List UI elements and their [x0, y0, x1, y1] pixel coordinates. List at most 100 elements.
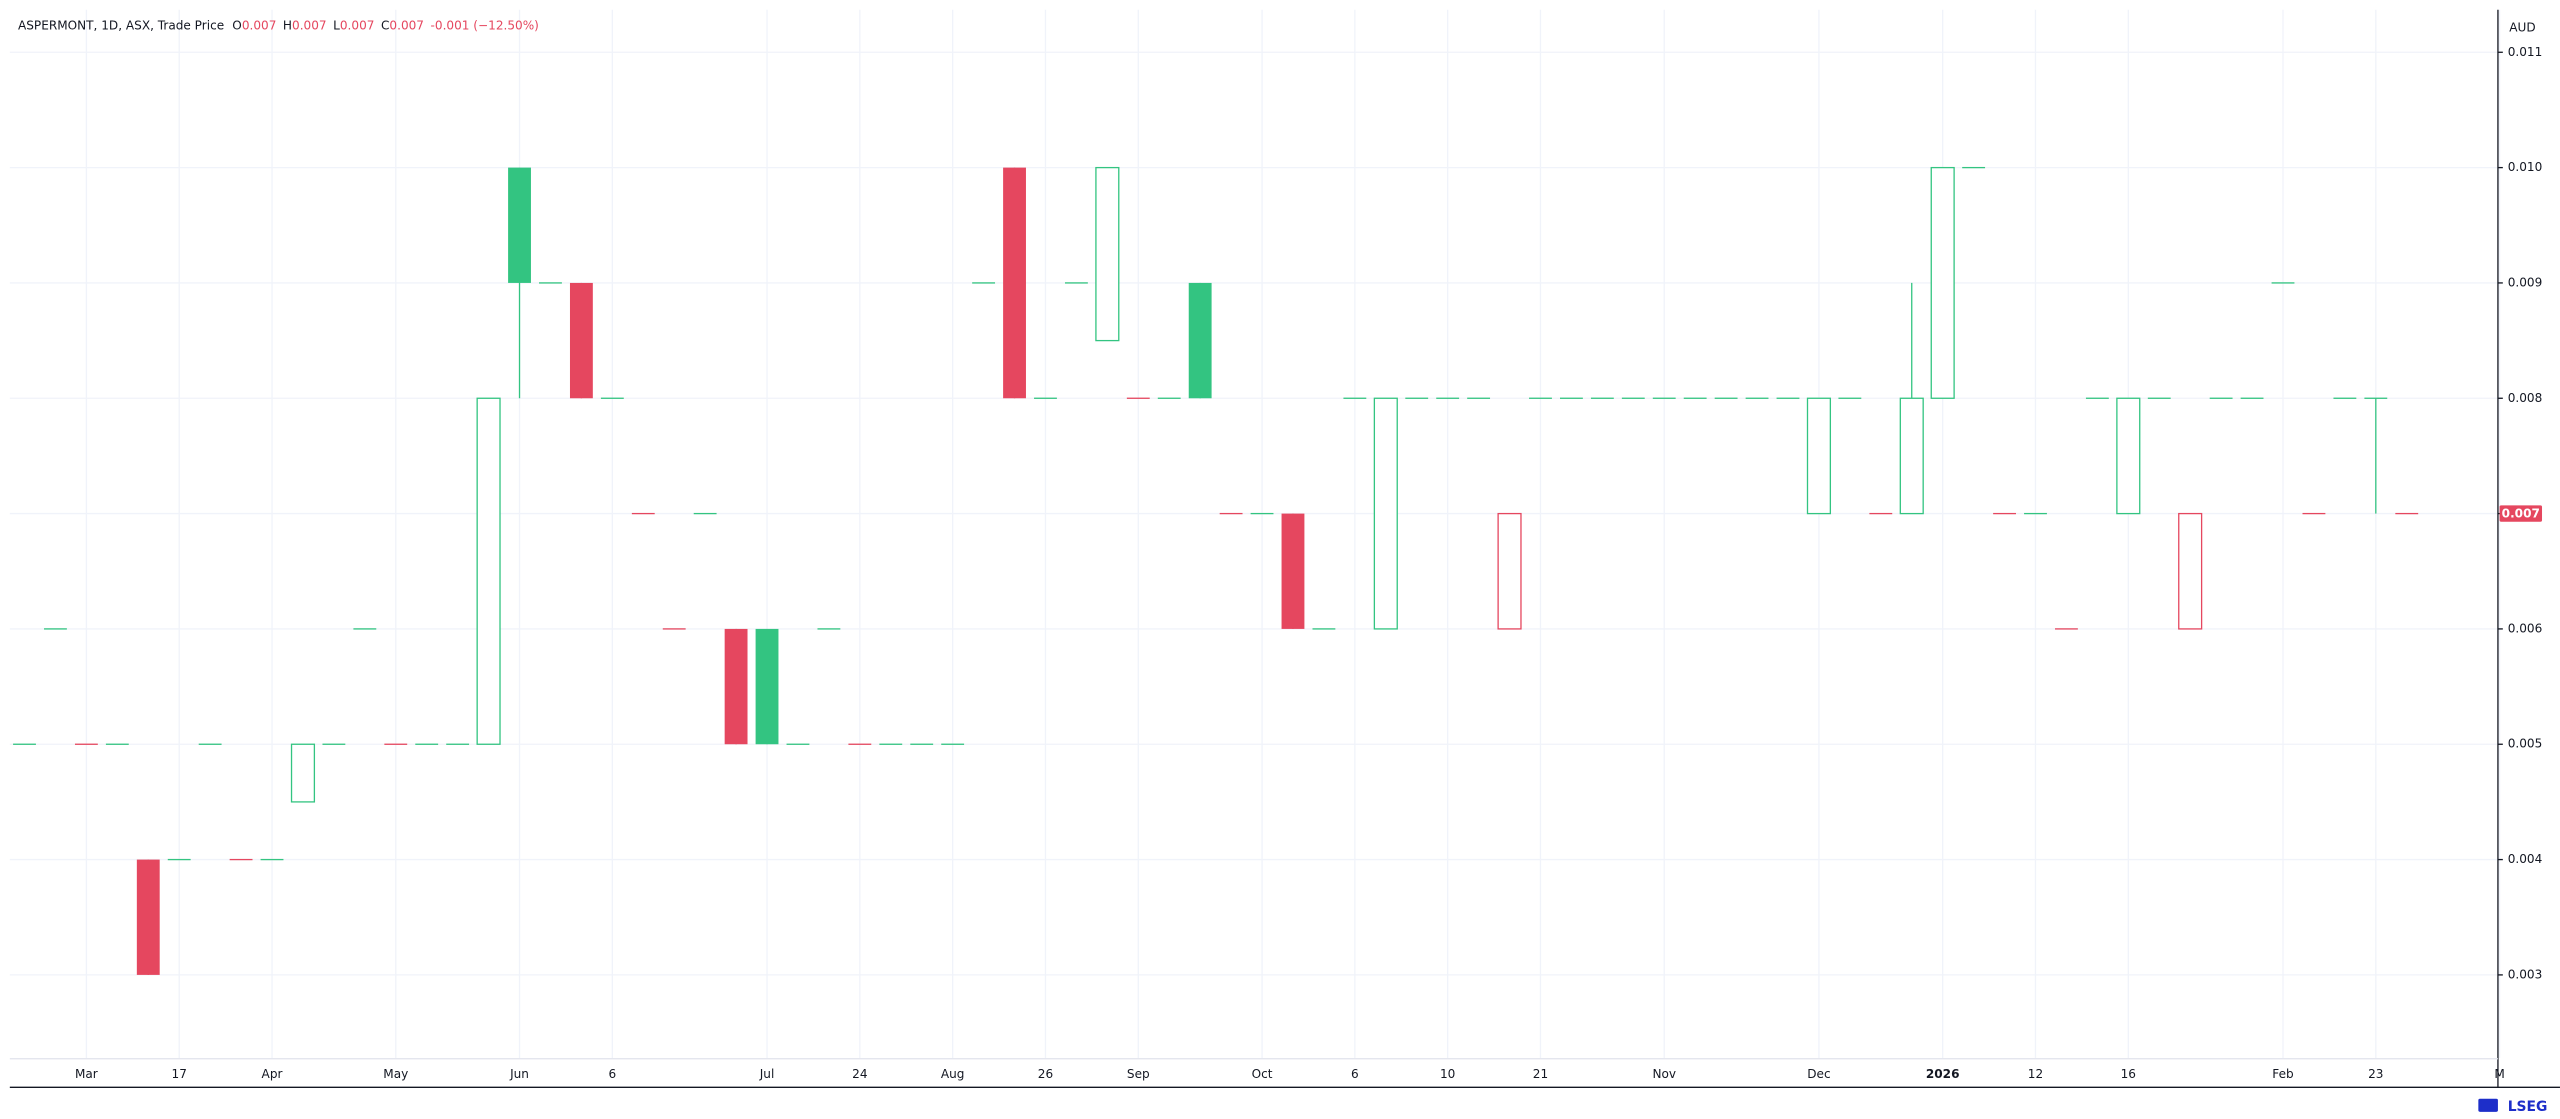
x-tick-label: May — [383, 1067, 408, 1081]
candle-body — [415, 743, 439, 745]
x-tick-label: Nov — [1652, 1067, 1676, 1081]
candle-body — [910, 743, 934, 745]
x-tick-label: 2026 — [1926, 1067, 1960, 1081]
x-tick-label: 17 — [172, 1067, 187, 1081]
candle-body — [1188, 282, 1212, 399]
x-tick-label: 26 — [1038, 1067, 1053, 1081]
candle-body — [2085, 397, 2109, 399]
candle-body — [2147, 397, 2171, 399]
candle-body — [167, 858, 191, 861]
candle-body — [1126, 397, 1150, 399]
candle-body — [755, 628, 779, 745]
x-tick-label: 6 — [608, 1067, 616, 1081]
readout-value: 0.007 — [242, 18, 277, 32]
candle-body — [1373, 397, 1398, 630]
candle-body — [1930, 166, 1955, 399]
x-tick-label: M — [2494, 1067, 2504, 1081]
candle-body — [229, 858, 253, 861]
candle-body — [1745, 397, 1769, 399]
candle-body — [1312, 628, 1336, 630]
candle-body — [260, 858, 284, 861]
x-tick-label: Jun — [509, 1067, 529, 1081]
candle-body — [631, 512, 655, 515]
candle-body — [941, 743, 965, 745]
brand-icon — [2478, 1098, 2498, 1112]
candle-body — [1683, 397, 1707, 399]
candle-body — [1405, 397, 1429, 399]
price-badge-label: 0.007 — [2502, 507, 2540, 521]
candle-body — [2116, 397, 2141, 515]
candle-body — [693, 512, 717, 515]
candle-body — [1869, 512, 1893, 515]
readout-label: O — [232, 18, 242, 32]
candle-body — [1529, 397, 1552, 399]
candle-body — [1652, 397, 1676, 399]
candle-body — [2024, 512, 2047, 515]
readout-label: C — [381, 18, 389, 32]
y-tick-label: 0.005 — [2508, 737, 2543, 751]
y-tick-label: 0.009 — [2508, 275, 2543, 289]
candle-body — [1003, 167, 1026, 399]
x-tick-label: Aug — [941, 1067, 965, 1081]
candle-body — [2240, 397, 2264, 399]
candle-body — [1962, 166, 1986, 169]
candle-body — [1559, 397, 1583, 399]
candle-body — [2333, 397, 2357, 399]
brand: LSEG — [2508, 1099, 2548, 1115]
x-tick-label: 10 — [1440, 1067, 1455, 1081]
x-tick-label: 16 — [2121, 1067, 2136, 1081]
candle-body — [1095, 166, 1120, 342]
candle-body — [1497, 512, 1522, 630]
candle-body — [1467, 397, 1491, 399]
candle-body — [74, 743, 98, 745]
candle-body — [662, 628, 686, 630]
candle-body — [446, 743, 470, 745]
header: ASPERMONT, 1D, ASX, Trade Price O0.007 H0.… — [18, 18, 539, 32]
candle-body — [1281, 513, 1305, 629]
change: -0.001 (−12.50%) — [431, 18, 539, 32]
x-tick-label: 21 — [1533, 1067, 1548, 1081]
candle-body — [1993, 512, 2016, 515]
x-tick-label: 24 — [852, 1067, 867, 1081]
candle-body — [1436, 397, 1460, 399]
candle-body — [539, 282, 562, 284]
x-tick-label: Dec — [1807, 1067, 1830, 1081]
candle-body — [1034, 397, 1057, 399]
candle-body — [13, 743, 36, 745]
price-badge — [2499, 505, 2543, 522]
candle-body — [817, 628, 841, 630]
y-tick-label: 0.011 — [2508, 45, 2543, 59]
x-tick-label: Feb — [2272, 1067, 2293, 1081]
candle-body — [198, 743, 222, 745]
candle-body — [2055, 628, 2078, 630]
candle-body — [2302, 512, 2326, 515]
candle-body — [384, 743, 408, 745]
y-tick-label: 0.004 — [2508, 852, 2543, 866]
candle-body — [44, 628, 67, 630]
candle-body — [1838, 397, 1862, 399]
candle-body — [2364, 397, 2388, 399]
candle-body — [972, 282, 996, 284]
candle-body — [322, 743, 346, 745]
candle-body — [724, 628, 748, 745]
grid — [9, 9, 2501, 1058]
candles — [13, 166, 2419, 975]
candle-body — [1343, 397, 1367, 399]
y-tick-label: 0.003 — [2508, 967, 2543, 981]
candle-body — [1157, 397, 1181, 399]
candle-body — [105, 743, 129, 745]
candle-body — [1250, 512, 1274, 515]
y-tick-label: 0.010 — [2508, 160, 2543, 174]
symbol: ASPERMONT, 1D, ASX, Trade Price — [18, 18, 224, 32]
readout-value: 0.007 — [389, 18, 424, 32]
x-tick-label: 6 — [1351, 1067, 1359, 1081]
candle-body — [2271, 282, 2295, 284]
y-tick-label: 0.006 — [2508, 621, 2543, 635]
readout-value: 0.007 — [340, 18, 375, 32]
candle-body — [1806, 397, 1832, 515]
candle-body — [848, 743, 872, 745]
x-tick-label: Sep — [1127, 1067, 1150, 1081]
candle-body — [353, 628, 377, 630]
candle-body — [1776, 397, 1800, 399]
